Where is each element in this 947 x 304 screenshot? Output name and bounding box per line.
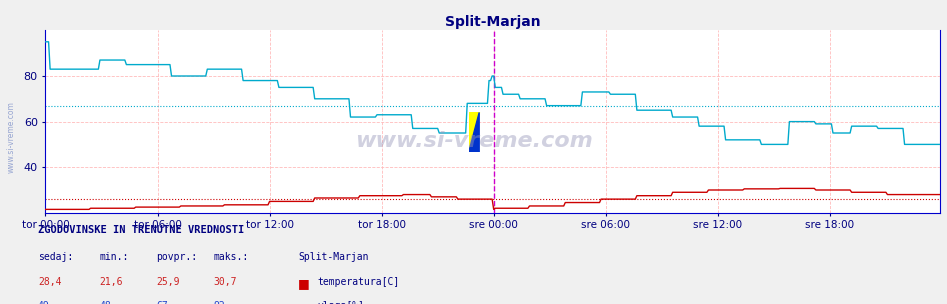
Text: ■: ■ <box>298 301 314 304</box>
Text: Split-Marjan: Split-Marjan <box>298 252 368 262</box>
Text: www.si-vreme.com: www.si-vreme.com <box>354 131 593 151</box>
Polygon shape <box>469 112 479 152</box>
Text: 48: 48 <box>99 301 111 304</box>
Text: 25,9: 25,9 <box>156 277 180 287</box>
Title: Split-Marjan: Split-Marjan <box>445 15 541 29</box>
Polygon shape <box>469 112 479 152</box>
Text: vlaga[%]: vlaga[%] <box>317 301 365 304</box>
Text: min.:: min.: <box>99 252 129 262</box>
Text: 28,4: 28,4 <box>38 277 62 287</box>
Text: maks.:: maks.: <box>213 252 248 262</box>
Text: 49: 49 <box>38 301 49 304</box>
Text: www.si-vreme.com: www.si-vreme.com <box>7 101 16 173</box>
Text: sedaj:: sedaj: <box>38 252 73 262</box>
Text: 92: 92 <box>213 301 224 304</box>
Text: ZGODOVINSKE IN TRENUTNE VREDNOSTI: ZGODOVINSKE IN TRENUTNE VREDNOSTI <box>38 225 244 235</box>
Text: temperatura[C]: temperatura[C] <box>317 277 400 287</box>
Text: ■: ■ <box>298 277 314 290</box>
Text: 21,6: 21,6 <box>99 277 123 287</box>
Text: 67: 67 <box>156 301 168 304</box>
Text: povpr.:: povpr.: <box>156 252 197 262</box>
Text: 30,7: 30,7 <box>213 277 237 287</box>
